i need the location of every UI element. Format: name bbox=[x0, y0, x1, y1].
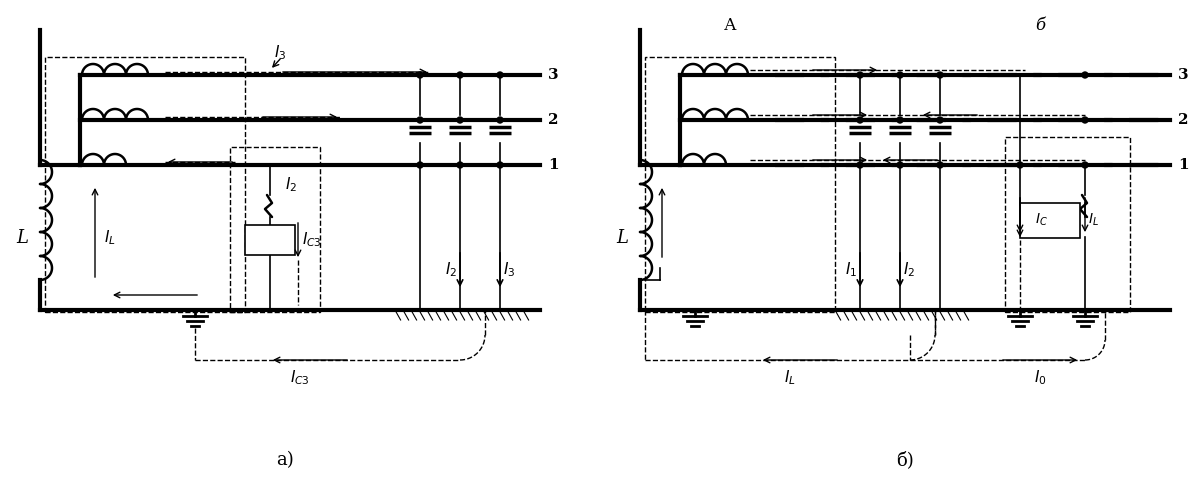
Bar bbox=[1005, 137, 1130, 312]
Circle shape bbox=[857, 162, 863, 168]
Circle shape bbox=[857, 72, 863, 78]
Text: 1: 1 bbox=[548, 158, 559, 172]
Circle shape bbox=[897, 72, 903, 78]
Circle shape bbox=[1082, 72, 1088, 78]
Circle shape bbox=[1082, 162, 1088, 168]
Circle shape bbox=[857, 117, 863, 123]
Circle shape bbox=[937, 117, 943, 123]
Text: 2: 2 bbox=[1178, 113, 1188, 127]
Circle shape bbox=[937, 162, 943, 168]
Circle shape bbox=[1017, 162, 1023, 168]
Text: 1: 1 bbox=[1178, 158, 1188, 172]
Text: 2: 2 bbox=[548, 113, 559, 127]
Text: б): б) bbox=[897, 451, 913, 469]
Bar bbox=[45, 57, 245, 312]
Text: $I_3$: $I_3$ bbox=[273, 44, 287, 62]
Text: А: А bbox=[724, 16, 737, 34]
Bar bbox=[245, 225, 295, 255]
Text: $I_1$: $I_1$ bbox=[845, 261, 857, 279]
Circle shape bbox=[417, 117, 423, 123]
Text: $I_2$: $I_2$ bbox=[903, 261, 915, 279]
Text: $I_3$: $I_3$ bbox=[503, 261, 516, 279]
Text: $I_L$: $I_L$ bbox=[104, 228, 116, 247]
Circle shape bbox=[417, 72, 423, 78]
Text: $I_L$: $I_L$ bbox=[1088, 212, 1098, 228]
Text: б: б bbox=[1035, 16, 1045, 34]
Circle shape bbox=[937, 72, 943, 78]
Text: L: L bbox=[16, 229, 27, 247]
Bar bbox=[230, 147, 320, 312]
Circle shape bbox=[457, 117, 463, 123]
Text: 3: 3 bbox=[1178, 68, 1188, 82]
Text: 3: 3 bbox=[548, 68, 559, 82]
Text: а): а) bbox=[276, 451, 294, 469]
Circle shape bbox=[897, 117, 903, 123]
Text: $I_2$: $I_2$ bbox=[285, 176, 297, 194]
Circle shape bbox=[417, 162, 423, 168]
Text: $I_{C3}$: $I_{C3}$ bbox=[302, 231, 322, 249]
Circle shape bbox=[457, 72, 463, 78]
Circle shape bbox=[497, 72, 503, 78]
Text: $I_0$: $I_0$ bbox=[1034, 369, 1046, 387]
Bar bbox=[1020, 203, 1081, 238]
Circle shape bbox=[497, 162, 503, 168]
Circle shape bbox=[457, 162, 463, 168]
Bar bbox=[645, 57, 835, 312]
Circle shape bbox=[897, 162, 903, 168]
Text: L: L bbox=[616, 229, 628, 247]
Text: $I_2$: $I_2$ bbox=[445, 261, 457, 279]
Circle shape bbox=[497, 117, 503, 123]
Circle shape bbox=[1082, 117, 1088, 123]
Text: $I_L$: $I_L$ bbox=[784, 369, 796, 387]
Text: $I_C$: $I_C$ bbox=[1035, 212, 1048, 228]
Text: $I_{C3}$: $I_{C3}$ bbox=[290, 369, 310, 387]
